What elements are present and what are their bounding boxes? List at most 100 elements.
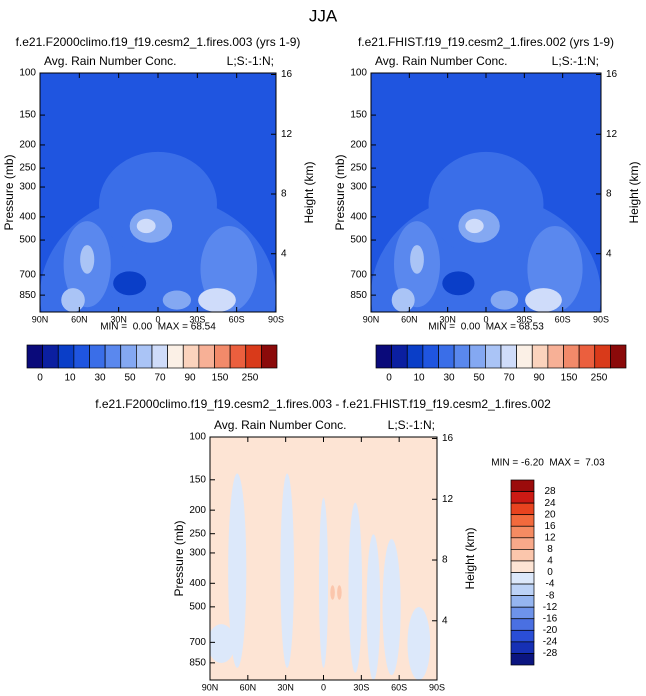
y-tick-label: 400 xyxy=(19,212,36,223)
colorbar-box xyxy=(510,629,535,643)
contour-region xyxy=(210,624,235,663)
colorbar-label: 90 xyxy=(533,373,545,384)
colorbar-box xyxy=(510,653,535,666)
colorbar-label: 8 xyxy=(547,544,553,555)
colorbar-label: -16 xyxy=(543,613,558,624)
colorbar-box xyxy=(42,344,59,369)
colorbar-label: -12 xyxy=(543,602,558,613)
y2-axis-label: Height (km) xyxy=(627,161,641,223)
y-tick-label: 150 xyxy=(19,110,36,121)
y-axis-label: Pressure (mb) xyxy=(2,154,16,230)
colorbar-box xyxy=(214,344,231,369)
y-tick-label: 150 xyxy=(350,110,367,121)
y2-axis-label: Height (km) xyxy=(463,527,477,589)
colorbar-box xyxy=(245,344,262,369)
colorbar-label: 24 xyxy=(544,498,556,509)
colorbar-label: -24 xyxy=(543,637,558,648)
contour-region xyxy=(442,271,475,296)
x-tick-label: 0 xyxy=(321,682,326,691)
colorbar-label: 0 xyxy=(37,373,43,384)
contour-region xyxy=(198,288,236,312)
colorbar-box xyxy=(73,344,90,369)
y-tick-label: 300 xyxy=(350,182,367,193)
min-max: MIN = -6.20 MAX = 7.03 xyxy=(491,458,605,469)
y2-tick-label: 4 xyxy=(281,248,287,259)
colorbar-box xyxy=(120,344,137,369)
contour-field xyxy=(210,437,437,680)
colorbar-box xyxy=(510,537,535,550)
colorbar-box xyxy=(510,479,535,492)
y-tick-label: 300 xyxy=(19,182,36,193)
panel-title: f.e21.FHIST.f19_f19.cesm2_1.fires.002 (y… xyxy=(358,35,614,49)
x-tick-label: 90N xyxy=(32,314,49,324)
x-tick-label: 30N xyxy=(277,682,294,691)
subtitle-left: Avg. Rain Number Conc. xyxy=(44,54,177,68)
colorbar-label: 70 xyxy=(503,373,515,384)
colorbar-box xyxy=(510,595,535,608)
colorbar-box xyxy=(89,344,106,369)
colorbar-box xyxy=(229,344,247,369)
contour-region xyxy=(80,245,95,274)
contour-region xyxy=(136,218,156,234)
colorbar-box xyxy=(57,344,75,369)
panel-title: f.e21.F2000climo.f19_f19.cesm2_1.fires.0… xyxy=(16,35,301,49)
x-tick-label: 90S xyxy=(268,314,284,324)
contour-field xyxy=(40,73,276,312)
x-tick-label: 30N xyxy=(110,314,127,324)
contour-region xyxy=(428,151,544,258)
colorbar-label: 150 xyxy=(212,373,229,384)
colorbar-label: 16 xyxy=(544,521,556,532)
field-top xyxy=(210,437,437,474)
contour-region xyxy=(410,245,424,274)
colorbar-label: 50 xyxy=(124,373,136,384)
colorbar-box xyxy=(531,344,549,369)
y2-tick-label: 12 xyxy=(442,494,454,505)
y2-tick-label: 16 xyxy=(442,433,454,444)
y2-tick-label: 8 xyxy=(606,189,612,200)
colorbar-label: 0 xyxy=(386,373,392,384)
colorbar-box xyxy=(104,344,122,369)
x-tick-label: 60N xyxy=(71,314,88,324)
y-tick-label: 500 xyxy=(350,235,367,246)
contour-region xyxy=(391,288,415,312)
colorbar-box xyxy=(469,344,486,369)
y-tick-label: 850 xyxy=(19,290,36,301)
y-tick-label: 200 xyxy=(19,140,36,151)
colorbar-box xyxy=(563,344,580,369)
y-tick-label: 100 xyxy=(19,68,36,79)
y2-tick-label: 4 xyxy=(442,615,448,626)
colorbar-box xyxy=(510,641,535,654)
colorbar-label: 10 xyxy=(413,373,425,384)
colorbar-box xyxy=(510,606,535,620)
contour-region xyxy=(330,585,335,600)
y2-tick-label: 8 xyxy=(442,555,448,566)
contour-region xyxy=(162,290,192,310)
colorbar-box xyxy=(510,525,535,539)
y2-tick-label: 8 xyxy=(281,189,287,200)
y-tick-label: 250 xyxy=(189,528,206,539)
x-tick-label: 30S xyxy=(516,314,532,324)
x-tick-label: 90N xyxy=(363,314,380,324)
colorbar-label: 150 xyxy=(561,373,578,384)
colorbar-label: 12 xyxy=(544,532,556,543)
y-axis-label: Pressure (mb) xyxy=(333,154,347,230)
colorbar-box xyxy=(547,344,564,369)
colorbar-box xyxy=(510,572,535,585)
y-tick-label: 150 xyxy=(189,474,206,485)
colorbar-box xyxy=(610,344,627,369)
colorbar-box xyxy=(391,344,408,369)
x-tick-label: 60S xyxy=(391,682,407,691)
x-tick-label: 30N xyxy=(439,314,456,324)
colorbar-label: 30 xyxy=(443,373,455,384)
contour-region xyxy=(99,151,217,258)
x-tick-label: 30S xyxy=(189,314,205,324)
contour-region xyxy=(348,502,363,673)
contour-region xyxy=(465,218,484,234)
colorbar-box xyxy=(182,344,200,369)
colorbar-label: 250 xyxy=(242,373,259,384)
contour-region xyxy=(382,539,401,676)
colorbar-box xyxy=(500,344,517,369)
min-max: MIN = 0.00 MAX = 68.53 xyxy=(428,322,544,333)
subtitle-left: Avg. Rain Number Conc. xyxy=(375,54,508,68)
y2-tick-label: 16 xyxy=(606,69,618,80)
